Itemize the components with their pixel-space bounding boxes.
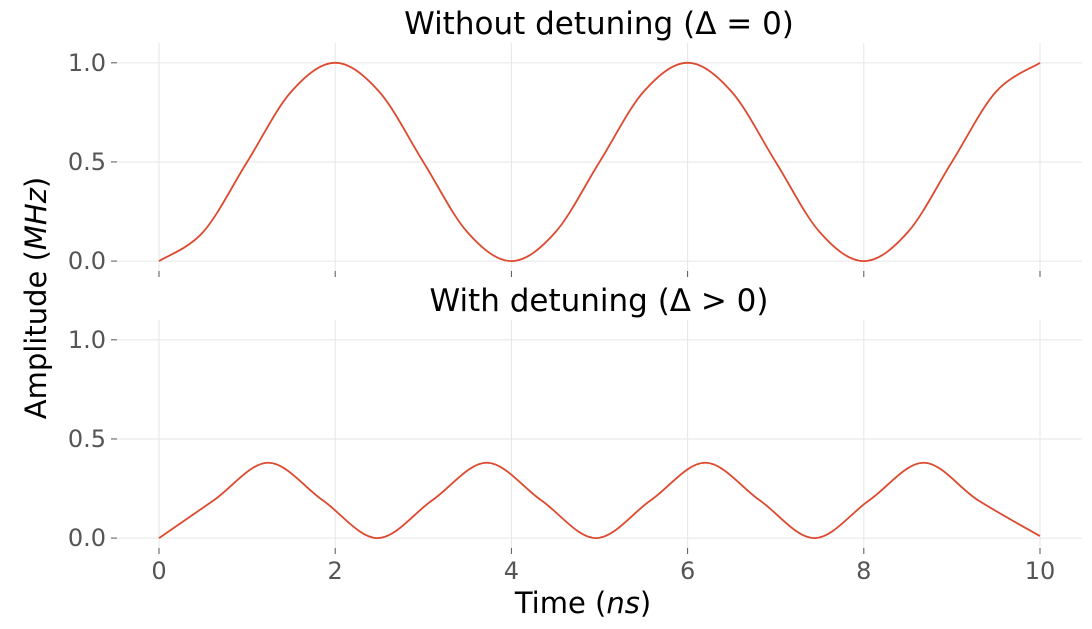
bottom-xtick-label-3: 6 xyxy=(680,557,695,585)
top-series-line-0 xyxy=(158,61,1041,262)
bottom-xtick-label-1: 2 xyxy=(328,557,343,585)
bottom-series xyxy=(158,461,1041,539)
top-ytick-label-0: 0.0 xyxy=(68,247,106,275)
bottom-ytick-label-1: 0.5 xyxy=(68,425,106,453)
top-series xyxy=(158,61,1041,262)
bottom-ticks: 0 2 4 6 8 10 0.0 0.5 1.0 xyxy=(68,326,1055,585)
bottom-panel-title: With detuning (Δ > 0) xyxy=(429,283,768,319)
bottom-panel: 0 2 4 6 8 10 0.0 0.5 1.0 With detuning (Δ > 0) xyxy=(68,283,1082,585)
bottom-xtick-label-0: 0 xyxy=(151,557,166,585)
y-axis-label: Amplitude (MHz) xyxy=(19,177,53,420)
bottom-series-line-0 xyxy=(158,461,1041,539)
bottom-ytick-label-0: 0.0 xyxy=(68,524,106,552)
top-panel: 0.0 0.5 1.0 Without detuning (Δ = 0) xyxy=(68,6,1082,277)
bottom-xtick-label-2: 4 xyxy=(504,557,519,585)
bottom-xtick-label-4: 8 xyxy=(856,557,871,585)
bottom-xtick-label-5: 10 xyxy=(1025,557,1056,585)
top-panel-title: Without detuning (Δ = 0) xyxy=(404,6,794,42)
x-axis-label: Time (ns) xyxy=(514,586,651,620)
bottom-ytick-label-2: 1.0 xyxy=(68,326,106,354)
top-ticks: 0.0 0.5 1.0 xyxy=(68,49,1041,277)
top-ytick-label-1: 0.5 xyxy=(68,148,106,176)
bottom-grid xyxy=(117,320,1082,548)
top-ytick-label-2: 1.0 xyxy=(68,49,106,77)
top-grid xyxy=(117,43,1082,271)
